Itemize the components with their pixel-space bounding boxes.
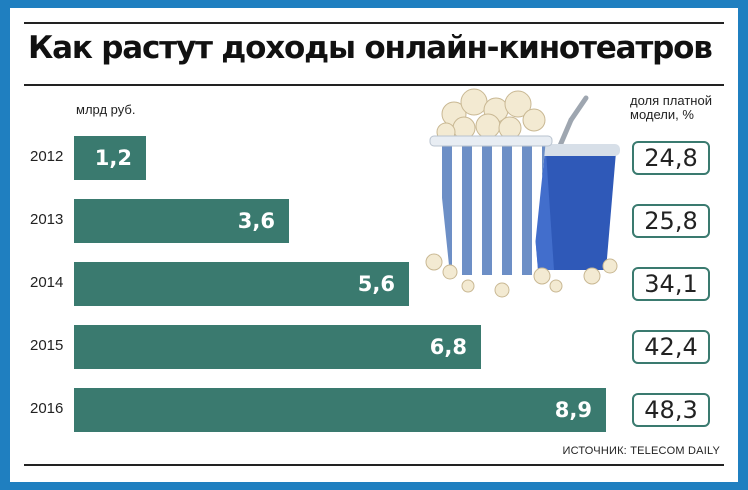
revenue-value: 3,6	[237, 209, 275, 233]
bottom-rule	[24, 464, 724, 466]
year-label: 2012	[30, 148, 64, 165]
popcorn-soda-illustration	[425, 88, 620, 298]
revenue-value: 5,6	[357, 272, 395, 296]
revenue-value: 6,8	[429, 335, 467, 359]
source-note: ИСТОЧНИК: TELECOM DAILY	[562, 445, 720, 457]
year-label: 2015	[30, 337, 64, 354]
revenue-bar: 5,6	[74, 262, 409, 306]
revenue-bar: 6,8	[74, 325, 481, 369]
revenue-bar: 3,6	[74, 199, 289, 243]
revenue-bar: 1,2	[74, 136, 146, 180]
title-rule	[24, 84, 724, 86]
year-label: 2016	[30, 400, 64, 417]
revenue-value: 1,2	[94, 146, 132, 170]
share-header: доля платной модели, %	[630, 93, 712, 122]
year-label: 2013	[30, 211, 64, 228]
year-label: 2014	[30, 274, 64, 291]
paid-share-value: 34,1	[632, 267, 710, 301]
infographic: Как растут доходы онлайн-кинотеатров млр…	[10, 8, 738, 482]
paid-share-value: 48,3	[632, 393, 710, 427]
chart-title: Как растут доходы онлайн-кинотеатров	[28, 30, 713, 66]
top-rule	[24, 22, 724, 24]
paid-share-value: 42,4	[632, 330, 710, 364]
paid-share-value: 24,8	[632, 141, 710, 175]
revenue-bar: 8,9	[74, 388, 606, 432]
paid-share-value: 25,8	[632, 204, 710, 238]
revenue-value: 8,9	[554, 398, 592, 422]
unit-label: млрд руб.	[76, 102, 136, 117]
